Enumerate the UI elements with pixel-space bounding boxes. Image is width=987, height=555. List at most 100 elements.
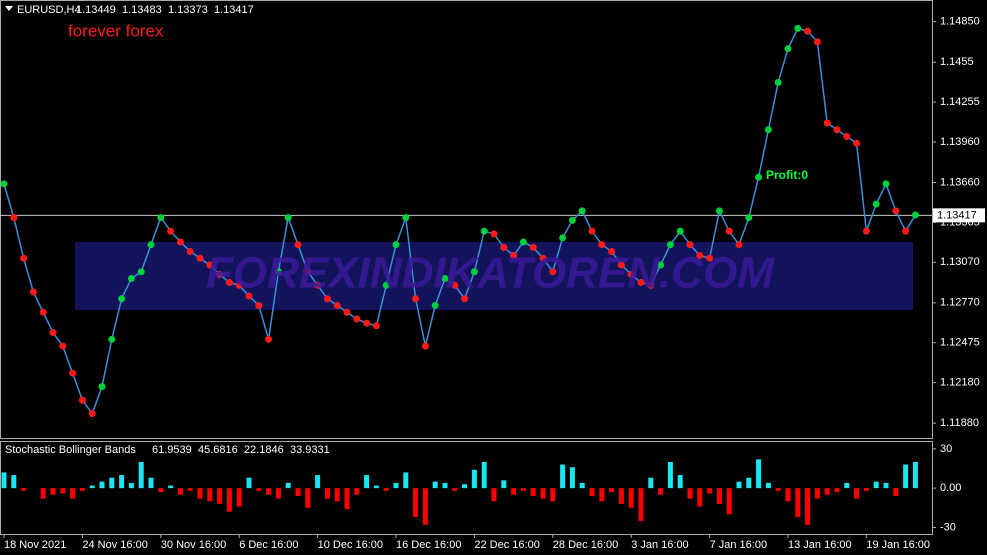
y-tick-label: 1.12180 bbox=[940, 376, 980, 388]
price-dot bbox=[363, 319, 371, 327]
price-dot bbox=[137, 268, 145, 276]
price-line bbox=[3, 27, 917, 416]
price-dot bbox=[284, 214, 292, 222]
ohlc-value: 1.13483 bbox=[122, 4, 162, 16]
annotation-profit: Profit:0 bbox=[766, 168, 808, 182]
histogram-bar bbox=[481, 461, 487, 489]
histogram-bar bbox=[324, 488, 330, 499]
y-tick-label: 1.14255 bbox=[940, 96, 980, 108]
y-tick-label: 1.14850 bbox=[940, 16, 980, 28]
price-dot bbox=[490, 230, 498, 238]
histogram-bar bbox=[854, 488, 860, 499]
x-tick-label: 13 Jan 16:00 bbox=[788, 539, 852, 551]
price-dot bbox=[784, 45, 792, 53]
y-tick-label: -30 bbox=[940, 521, 956, 533]
price-dot bbox=[382, 281, 390, 289]
histogram-bar bbox=[295, 488, 301, 497]
annotation-brand: forever forex bbox=[68, 21, 164, 40]
histogram-bar bbox=[413, 488, 419, 517]
indicator-value: 61.9539 bbox=[152, 444, 192, 456]
x-tick-label: 22 Dec 16:00 bbox=[474, 539, 539, 551]
current-price-box bbox=[933, 208, 985, 223]
symbol: EURUSD,H4 bbox=[17, 4, 81, 16]
y-tick-label: 1.13960 bbox=[940, 136, 980, 148]
y-tick-label: 1.11880 bbox=[940, 417, 979, 429]
price-dot bbox=[265, 335, 273, 343]
price-dot bbox=[657, 261, 665, 269]
y-tick-label: 1.1455 bbox=[940, 56, 974, 68]
histogram-bar bbox=[893, 488, 899, 497]
price-dot bbox=[59, 342, 67, 350]
price-dot bbox=[666, 241, 674, 249]
x-tick-label: 10 Dec 16:00 bbox=[318, 539, 383, 551]
histogram-bar bbox=[883, 482, 889, 489]
watermark: FOREXINDIKATOREN.COM bbox=[206, 249, 775, 298]
histogram-bar bbox=[305, 488, 311, 508]
histogram-bar bbox=[746, 477, 752, 489]
histogram-bar bbox=[491, 488, 497, 502]
price-dot bbox=[598, 241, 606, 249]
price-dot bbox=[529, 243, 537, 251]
price-dot bbox=[539, 254, 547, 262]
indicator-value: 45.6816 bbox=[198, 444, 238, 456]
y-tick-label: 1.12770 bbox=[940, 297, 980, 309]
price-dot bbox=[470, 268, 478, 276]
dropdown-icon bbox=[5, 6, 13, 11]
histogram-bar bbox=[11, 475, 17, 489]
histogram-bar bbox=[187, 488, 193, 491]
price-dot bbox=[519, 238, 527, 246]
watermark-band bbox=[75, 242, 913, 310]
current-price-label: 1.13417 bbox=[937, 209, 977, 221]
histogram-bar bbox=[834, 488, 840, 493]
price-dot bbox=[911, 211, 919, 219]
price-dot bbox=[323, 295, 331, 303]
histogram-bar bbox=[589, 488, 595, 497]
x-tick-label: 19 Jan 16:00 bbox=[866, 539, 930, 551]
price-dot bbox=[549, 268, 557, 276]
price-dot bbox=[78, 396, 86, 404]
histogram-bar bbox=[471, 469, 477, 489]
price-dot bbox=[637, 279, 645, 287]
histogram-bar bbox=[638, 488, 644, 521]
indicator-value: 33.9331 bbox=[290, 444, 330, 456]
histogram-bar bbox=[432, 481, 438, 489]
price-dot bbox=[647, 281, 655, 289]
price-dot bbox=[804, 27, 812, 35]
price-dot bbox=[39, 308, 47, 316]
price-dot bbox=[29, 288, 37, 296]
price-dot bbox=[461, 295, 469, 303]
histogram-bar bbox=[138, 461, 144, 489]
histogram-bar bbox=[373, 485, 379, 489]
price-dot bbox=[892, 207, 900, 215]
histogram-bar bbox=[285, 482, 291, 489]
histogram-bar bbox=[511, 488, 517, 495]
histogram-bar bbox=[462, 484, 468, 489]
histogram-bar bbox=[383, 488, 389, 491]
histogram-bar bbox=[579, 482, 585, 489]
ohlc-value: 1.13417 bbox=[214, 4, 254, 16]
price-dot bbox=[764, 126, 772, 134]
price-dot bbox=[902, 227, 910, 235]
histogram-bar bbox=[677, 475, 683, 489]
price-dot bbox=[225, 279, 233, 287]
price-dot bbox=[98, 383, 106, 391]
x-tick-label: 3 Jan 16:00 bbox=[631, 539, 689, 551]
histogram-bar bbox=[21, 488, 27, 491]
price-dot bbox=[715, 207, 723, 215]
histogram-bar bbox=[256, 488, 262, 491]
histogram-bar bbox=[422, 488, 428, 525]
histogram-bar bbox=[726, 488, 732, 515]
histogram-bar bbox=[569, 467, 575, 489]
price-dot bbox=[588, 227, 596, 235]
histogram-bar bbox=[618, 488, 624, 504]
ohlc-value: 1.13449 bbox=[76, 4, 116, 16]
histogram-bar bbox=[197, 488, 203, 499]
histogram-bar bbox=[687, 488, 693, 499]
x-tick-label: 6 Dec 16:00 bbox=[239, 539, 298, 551]
histogram-bar bbox=[716, 488, 722, 504]
histogram-bar bbox=[844, 482, 850, 489]
price-dot bbox=[853, 139, 861, 147]
histogram-bar bbox=[550, 488, 556, 502]
price-dot bbox=[235, 281, 243, 289]
